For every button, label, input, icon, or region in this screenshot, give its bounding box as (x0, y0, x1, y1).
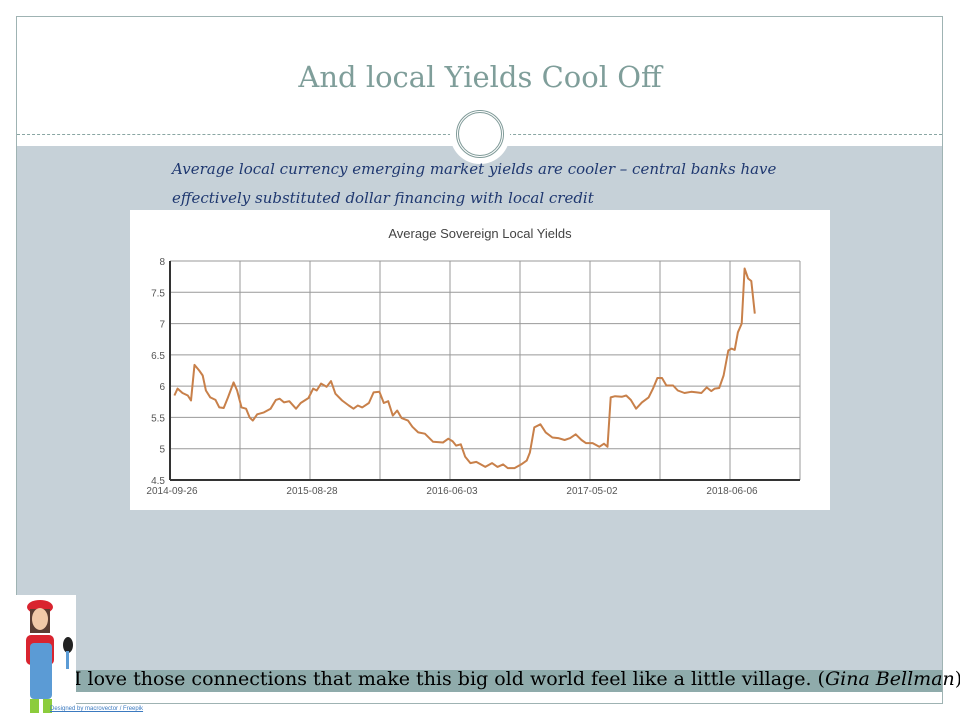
x-tick-label: 2014-09-26 (146, 486, 198, 497)
y-tick-label: 8 (159, 257, 165, 268)
y-tick-label: 5.5 (151, 413, 165, 424)
circle-ornament-icon (456, 110, 504, 158)
quote-bar (76, 670, 942, 692)
y-tick-label: 6 (159, 382, 165, 393)
image-credit-link[interactable]: Designed by macrovector / Freepik (50, 706, 144, 712)
chart-container: Average Sovereign Local Yields 4.5 5 5.5 6 6… (130, 210, 830, 510)
x-tick-label: 2016-06-03 (426, 486, 478, 497)
chart-title: Average Sovereign Local Yields (388, 226, 572, 241)
x-tick-label: 2017-05-02 (566, 486, 618, 497)
y-tick-label: 4.5 (151, 476, 165, 487)
quote-text: I love those connections that make this … (74, 668, 825, 690)
gardener-icon (26, 600, 73, 713)
x-tick-label: 2015-08-28 (286, 486, 338, 497)
series-line (173, 267, 756, 470)
y-tick-label: 5 (159, 445, 165, 456)
slide-title: And local Yields Cool Off (298, 60, 662, 94)
slide-subtitle: Average local currency emerging market y… (172, 160, 777, 207)
quote: I love those connections that make this … (74, 668, 960, 690)
y-tick-label: 6.5 (151, 351, 165, 362)
x-tick-label: 2018-06-06 (706, 486, 758, 497)
gardener-illustration (12, 595, 76, 717)
line-chart: Average Sovereign Local Yields 4.5 5 5.5 6 6… (146, 226, 801, 497)
y-tick-label: 7 (159, 320, 165, 331)
quote-close: ) (955, 668, 960, 690)
y-tick-label: 7.5 (151, 288, 165, 299)
quote-author: Gina Bellman (824, 668, 955, 690)
